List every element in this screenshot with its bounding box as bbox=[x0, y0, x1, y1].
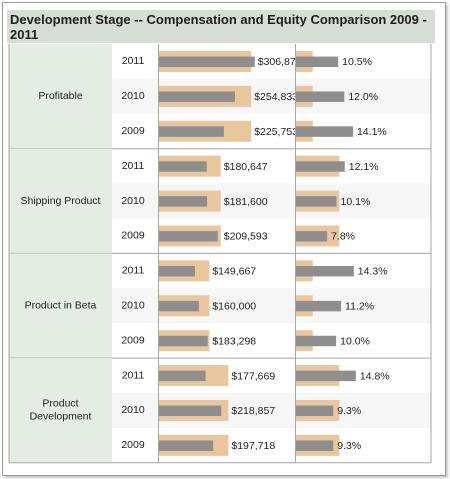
stage-label-cell bbox=[9, 44, 112, 149]
year-label: 2011 bbox=[122, 160, 145, 172]
equity-value-bar bbox=[295, 440, 334, 451]
stage-label: Product bbox=[42, 398, 78, 410]
year-label: 2010 bbox=[121, 195, 145, 207]
stage-label-cell bbox=[9, 148, 112, 254]
year-label: 2010 bbox=[121, 404, 145, 416]
comp-value-bar bbox=[158, 56, 255, 68]
equity-value-label: 10.5% bbox=[342, 56, 372, 68]
year-label: 2009 bbox=[121, 334, 145, 346]
equity-value-label: 14.8% bbox=[360, 370, 390, 382]
equity-value-label: 10.0% bbox=[340, 335, 370, 347]
comp-value-label: $197,718 bbox=[231, 440, 275, 452]
chart-title: Development Stage -- Compensation and Eq… bbox=[7, 10, 435, 43]
equity-value-bar bbox=[295, 335, 337, 347]
comp-value-bar bbox=[158, 91, 235, 102]
equity-value-bar bbox=[295, 56, 339, 68]
stage-label-cell bbox=[9, 358, 112, 463]
equity-value-bar bbox=[295, 265, 354, 277]
equity-value-bar bbox=[295, 161, 345, 172]
stage-label: Development bbox=[30, 411, 92, 423]
equity-value-label: 10.1% bbox=[341, 196, 371, 208]
year-label: 2011 bbox=[122, 369, 145, 381]
comp-value-bar bbox=[158, 196, 208, 207]
equity-value-label: 12.1% bbox=[349, 161, 379, 173]
equity-value-bar bbox=[295, 370, 356, 382]
equity-value-bar bbox=[295, 405, 334, 417]
comp-value-bar bbox=[158, 161, 207, 172]
equity-value-label: 9.3% bbox=[337, 405, 361, 417]
comp-value-label: $306,875 bbox=[258, 56, 302, 68]
comp-value-label: $160,000 bbox=[212, 301, 256, 313]
comp-value-label: $183,298 bbox=[212, 335, 256, 347]
equity-value-bar bbox=[295, 196, 337, 207]
year-label: 2009 bbox=[121, 230, 145, 242]
comp-value-bar bbox=[158, 126, 224, 137]
year-label: 2011 bbox=[122, 265, 145, 277]
comp-value-bar bbox=[158, 231, 218, 242]
comp-value-bar bbox=[158, 335, 208, 347]
equity-value-bar bbox=[295, 231, 328, 242]
comp-value-bar bbox=[158, 370, 206, 382]
stage-label-cell bbox=[9, 253, 112, 359]
equity-value-label: 14.3% bbox=[358, 266, 388, 278]
comp-value-bar bbox=[158, 405, 222, 417]
comp-value-label: $177,669 bbox=[231, 370, 275, 382]
equity-value-label: 14.1% bbox=[357, 126, 387, 138]
equity-value-bar bbox=[295, 126, 353, 137]
equity-value-label: 7.8% bbox=[331, 231, 355, 243]
year-label: 2009 bbox=[121, 125, 145, 137]
stage-label: Shipping Product bbox=[21, 195, 101, 207]
comp-value-label: $180,647 bbox=[224, 161, 268, 173]
year-label: 2010 bbox=[121, 90, 145, 102]
comp-value-label: $209,593 bbox=[224, 231, 268, 243]
comp-value-label: $218,857 bbox=[231, 405, 275, 417]
comp-value-label: $181,600 bbox=[224, 196, 268, 208]
comp-value-bar bbox=[158, 440, 214, 451]
equity-value-bar bbox=[295, 300, 342, 312]
comp-value-bar bbox=[158, 300, 199, 312]
comp-value-label: $149,667 bbox=[212, 266, 256, 278]
comp-value-bar bbox=[158, 265, 195, 277]
year-label: 2009 bbox=[121, 439, 145, 451]
year-label: 2010 bbox=[121, 300, 145, 312]
equity-value-label: 11.2% bbox=[345, 301, 374, 313]
comp-value-label: $225,753 bbox=[254, 126, 298, 138]
comp-value-label: $254,833 bbox=[254, 91, 298, 103]
stage-label: Product in Beta bbox=[25, 300, 97, 312]
year-label: 2011 bbox=[122, 55, 145, 67]
equity-value-label: 9.3% bbox=[337, 440, 361, 452]
equity-value-bar bbox=[295, 91, 345, 102]
stage-label: Profitable bbox=[38, 90, 83, 102]
equity-value-label: 12.0% bbox=[348, 91, 378, 103]
